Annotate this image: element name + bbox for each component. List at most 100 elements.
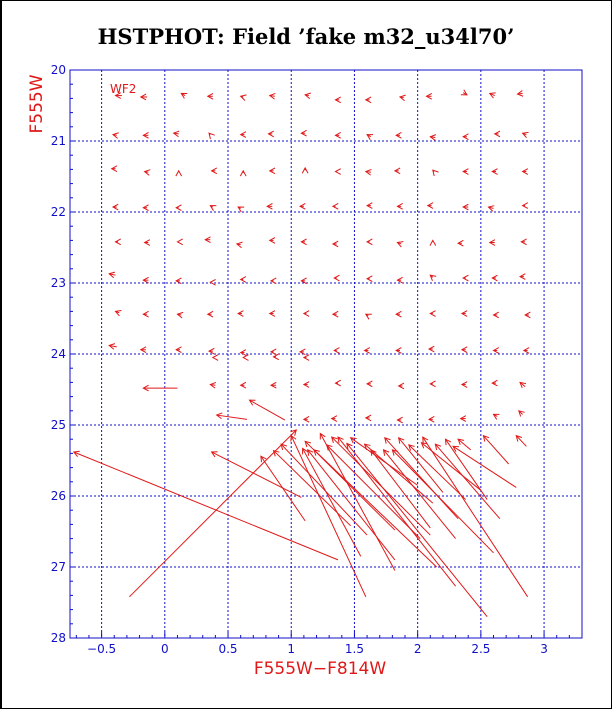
- vector-head: [491, 274, 498, 282]
- vector-head: [487, 205, 495, 212]
- vector-shaft: [249, 399, 286, 421]
- vector-arrow: [268, 92, 276, 100]
- vector-arrow: [206, 92, 214, 100]
- vector-arrow: [364, 96, 372, 104]
- vector-head: [142, 276, 149, 284]
- vector-arrow: [334, 379, 341, 387]
- vector-head: [366, 380, 373, 388]
- vector-head: [408, 444, 415, 451]
- vector-arrow: [337, 436, 456, 587]
- vector-arrow: [333, 274, 340, 282]
- vector-shaft: [109, 273, 116, 276]
- vector-head: [272, 449, 280, 457]
- vector-head: [114, 92, 122, 99]
- vector-shaft: [519, 382, 526, 388]
- vector-head: [363, 443, 371, 450]
- vector-head: [429, 239, 437, 246]
- vector-shaft: [307, 449, 396, 561]
- vector-head: [175, 204, 182, 212]
- vector-arrow: [114, 92, 122, 99]
- vector-arrow: [108, 343, 117, 350]
- vector-arrow: [462, 168, 469, 175]
- vector-head: [384, 437, 391, 444]
- vector-arrow: [434, 443, 501, 520]
- vector-head: [364, 168, 372, 176]
- vector-head: [260, 455, 267, 463]
- vector-arrow: [114, 238, 122, 246]
- vector-shaft: [434, 443, 501, 520]
- vector-head: [268, 167, 276, 175]
- vector-arrow: [334, 96, 341, 104]
- vector-head: [175, 169, 183, 177]
- vector-head: [304, 440, 312, 448]
- vector-head: [488, 239, 496, 246]
- vector-arrow: [488, 92, 496, 99]
- vector-arrow: [72, 450, 339, 561]
- vector-arrow: [426, 202, 434, 209]
- vector-arrow: [444, 438, 488, 500]
- vector-head: [331, 240, 339, 248]
- vector-head: [319, 432, 326, 440]
- vector-head: [331, 310, 339, 318]
- vector-head: [334, 168, 341, 175]
- vector-arrow: [398, 94, 406, 102]
- vector-shaft: [445, 438, 488, 500]
- x-axis-label: F555W−F814W: [254, 659, 387, 679]
- vector-head: [334, 132, 341, 139]
- vector-arrow: [114, 310, 122, 317]
- vector-head: [237, 206, 245, 213]
- vector-arrow: [331, 203, 339, 210]
- vector-head: [280, 443, 287, 451]
- vector-head: [267, 130, 274, 138]
- vector-shaft: [326, 444, 421, 539]
- vector-arrow: [175, 204, 182, 212]
- vector-arrow: [462, 274, 469, 282]
- vector-head: [462, 168, 469, 175]
- vector-arrow: [482, 434, 510, 465]
- vector-shaft: [73, 451, 339, 561]
- vector-arrow: [427, 416, 435, 423]
- vector-head: [272, 353, 280, 361]
- vector-head: [142, 310, 149, 318]
- axis-ticks: −0.5 0 0.5 1 1.5 2 2.5 3 20 21 22 23 24 25 26 27 28: [51, 63, 570, 656]
- vector-arrow: [331, 310, 339, 318]
- vector-head: [396, 416, 403, 424]
- vector-arrow: [325, 444, 421, 539]
- vector-arrow: [237, 310, 244, 317]
- vector-arrow: [396, 203, 403, 210]
- vector-arrow: [429, 134, 437, 141]
- vector-arrow: [302, 354, 310, 361]
- vector-arrow: [396, 241, 404, 248]
- vector-head: [204, 236, 211, 244]
- vector-arrow: [363, 347, 371, 354]
- vector-arrow: [460, 310, 468, 317]
- vector-arrow: [301, 166, 309, 174]
- vector-head: [518, 410, 525, 417]
- vector-head: [304, 92, 312, 100]
- vector-head: [111, 132, 119, 139]
- vector-head: [142, 204, 149, 212]
- vector-arrow: [268, 237, 276, 244]
- vector-head: [521, 131, 529, 139]
- vector-head: [493, 130, 501, 138]
- x-tick-label: 1: [287, 642, 295, 656]
- vector-head: [143, 239, 151, 246]
- vector-shaft: [313, 449, 437, 568]
- vector-arrow: [366, 238, 373, 246]
- vector-head: [268, 92, 276, 100]
- vector-arrow: [210, 167, 218, 175]
- vector-head: [363, 347, 371, 354]
- vector-head: [302, 447, 308, 455]
- vector-arrow: [215, 412, 248, 420]
- vector-head: [299, 348, 306, 356]
- vector-arrow: [269, 381, 277, 389]
- vector-head: [519, 273, 526, 280]
- vector-head: [300, 277, 307, 285]
- vector-head: [515, 434, 523, 442]
- vector-arrow: [346, 442, 488, 618]
- vector-head: [492, 413, 500, 420]
- vector-shaft: [384, 437, 459, 520]
- vector-arrow: [175, 169, 183, 177]
- vector-head: [299, 203, 306, 210]
- vector-head: [175, 346, 182, 354]
